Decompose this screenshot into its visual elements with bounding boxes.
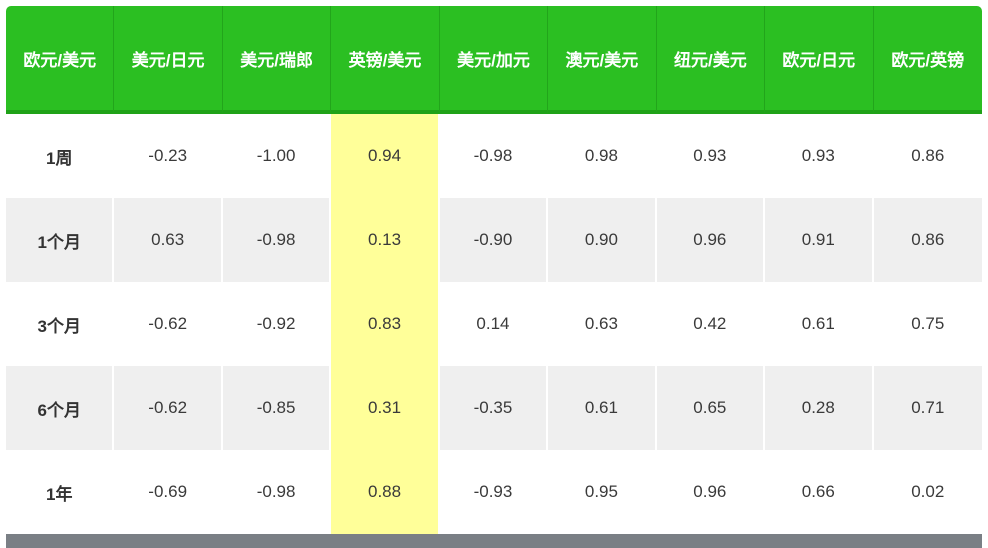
correlation-cell: 0.28 (765, 366, 874, 450)
table-footer-bar (6, 534, 982, 548)
correlation-cell: -0.98 (222, 450, 332, 534)
correlation-cell: 0.75 (873, 282, 982, 366)
correlation-cell: 0.02 (873, 450, 982, 534)
correlation-cell: -0.62 (114, 366, 223, 450)
table-row: 1个月 0.63 -0.98 0.13 -0.90 0.90 0.96 0.91 0.86 (6, 198, 982, 282)
period-label: 1周 (6, 114, 115, 198)
column-header: 欧元/美元 (6, 6, 115, 114)
correlation-cell: -0.93 (439, 450, 549, 534)
correlation-cell: 0.90 (548, 198, 657, 282)
period-label: 3个月 (6, 282, 115, 366)
column-header: 美元/瑞郎 (222, 6, 332, 114)
correlation-cell: 0.93 (656, 114, 766, 198)
correlation-cell: 0.71 (873, 366, 982, 450)
correlation-cell: 0.94 (331, 114, 440, 198)
column-header: 美元/日元 (114, 6, 223, 114)
table-row: 3个月 -0.62 -0.92 0.83 0.14 0.63 0.42 0.61 0.75 (6, 282, 982, 366)
correlation-cell: 0.83 (331, 282, 440, 366)
correlation-cell: 0.95 (548, 450, 657, 534)
correlation-cell: 0.96 (656, 198, 766, 282)
correlation-cell: 0.61 (765, 282, 874, 366)
period-label: 1个月 (6, 198, 115, 282)
correlation-cell: -0.98 (439, 114, 549, 198)
correlation-cell: 0.96 (656, 450, 766, 534)
correlation-cell: 0.61 (548, 366, 657, 450)
table-row: 6个月 -0.62 -0.85 0.31 -0.35 0.61 0.65 0.28 0.71 (6, 366, 982, 450)
correlation-cell: 0.63 (114, 198, 223, 282)
correlation-cell: -0.23 (114, 114, 223, 198)
correlation-cell: 0.93 (765, 114, 874, 198)
correlation-cell: 0.31 (331, 366, 440, 450)
correlation-cell: 0.98 (548, 114, 657, 198)
correlation-cell: -0.98 (222, 198, 332, 282)
correlation-cell: 0.66 (765, 450, 874, 534)
table-row: 1周 -0.23 -1.00 0.94 -0.98 0.98 0.93 0.93 0.86 (6, 114, 982, 198)
correlation-table: 欧元/美元 美元/日元 美元/瑞郎 英镑/美元 美元/加元 澳元/美元 纽元/美… (6, 6, 982, 534)
correlation-cell: -0.92 (222, 282, 332, 366)
period-label: 6个月 (6, 366, 115, 450)
correlation-cell: 0.86 (873, 114, 982, 198)
correlation-cell: 0.65 (656, 366, 766, 450)
period-label: 1年 (6, 450, 115, 534)
correlation-cell: 0.88 (331, 450, 440, 534)
correlation-cell: -0.35 (439, 366, 549, 450)
column-header: 英镑/美元 (331, 6, 440, 114)
column-header: 欧元/日元 (765, 6, 874, 114)
column-header: 澳元/美元 (548, 6, 657, 114)
correlation-cell: 0.42 (656, 282, 766, 366)
table-header-row: 欧元/美元 美元/日元 美元/瑞郎 英镑/美元 美元/加元 澳元/美元 纽元/美… (6, 6, 982, 114)
column-header: 纽元/美元 (656, 6, 766, 114)
column-header: 欧元/英镑 (873, 6, 982, 114)
correlation-cell: 0.13 (331, 198, 440, 282)
correlation-cell: 0.63 (548, 282, 657, 366)
correlation-cell: 0.91 (765, 198, 874, 282)
column-header: 美元/加元 (439, 6, 549, 114)
correlation-table-container: 欧元/美元 美元/日元 美元/瑞郎 英镑/美元 美元/加元 澳元/美元 纽元/美… (6, 6, 982, 548)
correlation-cell: -0.62 (114, 282, 223, 366)
correlation-cell: 0.14 (439, 282, 549, 366)
correlation-cell: -0.69 (114, 450, 223, 534)
table-row: 1年 -0.69 -0.98 0.88 -0.93 0.95 0.96 0.66 0.02 (6, 450, 982, 534)
correlation-cell: -1.00 (222, 114, 332, 198)
correlation-cell: 0.86 (873, 198, 982, 282)
correlation-cell: -0.85 (222, 366, 332, 450)
correlation-cell: -0.90 (439, 198, 549, 282)
